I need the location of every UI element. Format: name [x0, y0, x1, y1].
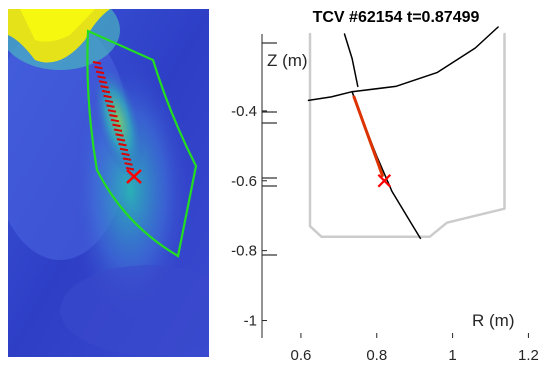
camera-track-point — [109, 114, 118, 118]
series-separatrix-upper — [343, 33, 359, 88]
y-tick-label: -0.4 — [231, 103, 257, 120]
series-vessel-wall — [308, 32, 506, 238]
y-tick-label: -0.8 — [231, 243, 257, 260]
camera-track-point — [125, 167, 135, 171]
camera-track-point — [115, 133, 124, 137]
chart-title: TCV #62154 t=0.87499 — [313, 9, 480, 26]
y-tick-label: -0.6 — [231, 173, 257, 190]
camera-track-point — [103, 94, 112, 99]
y-tick-label: -1 — [244, 313, 257, 330]
series-tracked-points — [352, 95, 384, 177]
camera-track-point — [101, 89, 111, 94]
camera-track-point — [94, 65, 103, 70]
x-tick-label: 1.2 — [518, 347, 539, 364]
camera-track-point — [107, 109, 117, 113]
camera-track-point — [92, 61, 102, 65]
marker-x — [377, 173, 392, 188]
camera-track-point — [95, 70, 105, 75]
camera-track-point — [118, 142, 127, 147]
camera-track-point — [98, 80, 108, 84]
plot-area — [307, 26, 506, 240]
camera-track-point — [122, 157, 132, 161]
camera-track-point — [113, 128, 123, 132]
camera-track-point — [104, 99, 114, 104]
camera-track-point — [121, 152, 130, 157]
camera-track-point — [112, 123, 121, 128]
x-ticks: 0.6 0.8 1 1.2 — [290, 333, 539, 364]
camera-track-point — [100, 85, 109, 89]
camera-track-point — [106, 104, 115, 108]
camera-track-point — [124, 162, 133, 166]
series-separatrix-outer — [351, 26, 499, 93]
x-axis-label: R (m) — [472, 311, 514, 330]
camera-lower-shade — [60, 265, 209, 355]
field-of-view-outline — [86, 29, 198, 258]
series-separatrix-leg-inner — [307, 90, 353, 102]
x-tick-label: 0.8 — [366, 347, 387, 364]
camera-track-point — [97, 75, 106, 79]
x-tick-label: 0.6 — [290, 347, 311, 364]
camera-track-point — [116, 138, 126, 142]
camera-track-point — [110, 118, 120, 123]
y-ticks: -0.4 -0.6 -0.8 -1 — [231, 103, 267, 330]
camera-marker — [126, 169, 142, 184]
camera-track-point — [119, 147, 129, 152]
x-tick-label: 1 — [448, 347, 456, 364]
camera-track-points — [92, 61, 135, 171]
series-separatrix-divertor-leg — [351, 90, 422, 240]
y-axis-label: Z (m) — [267, 51, 308, 70]
camera-saturated-region — [20, 9, 95, 42]
camera-image-panel — [8, 9, 209, 357]
